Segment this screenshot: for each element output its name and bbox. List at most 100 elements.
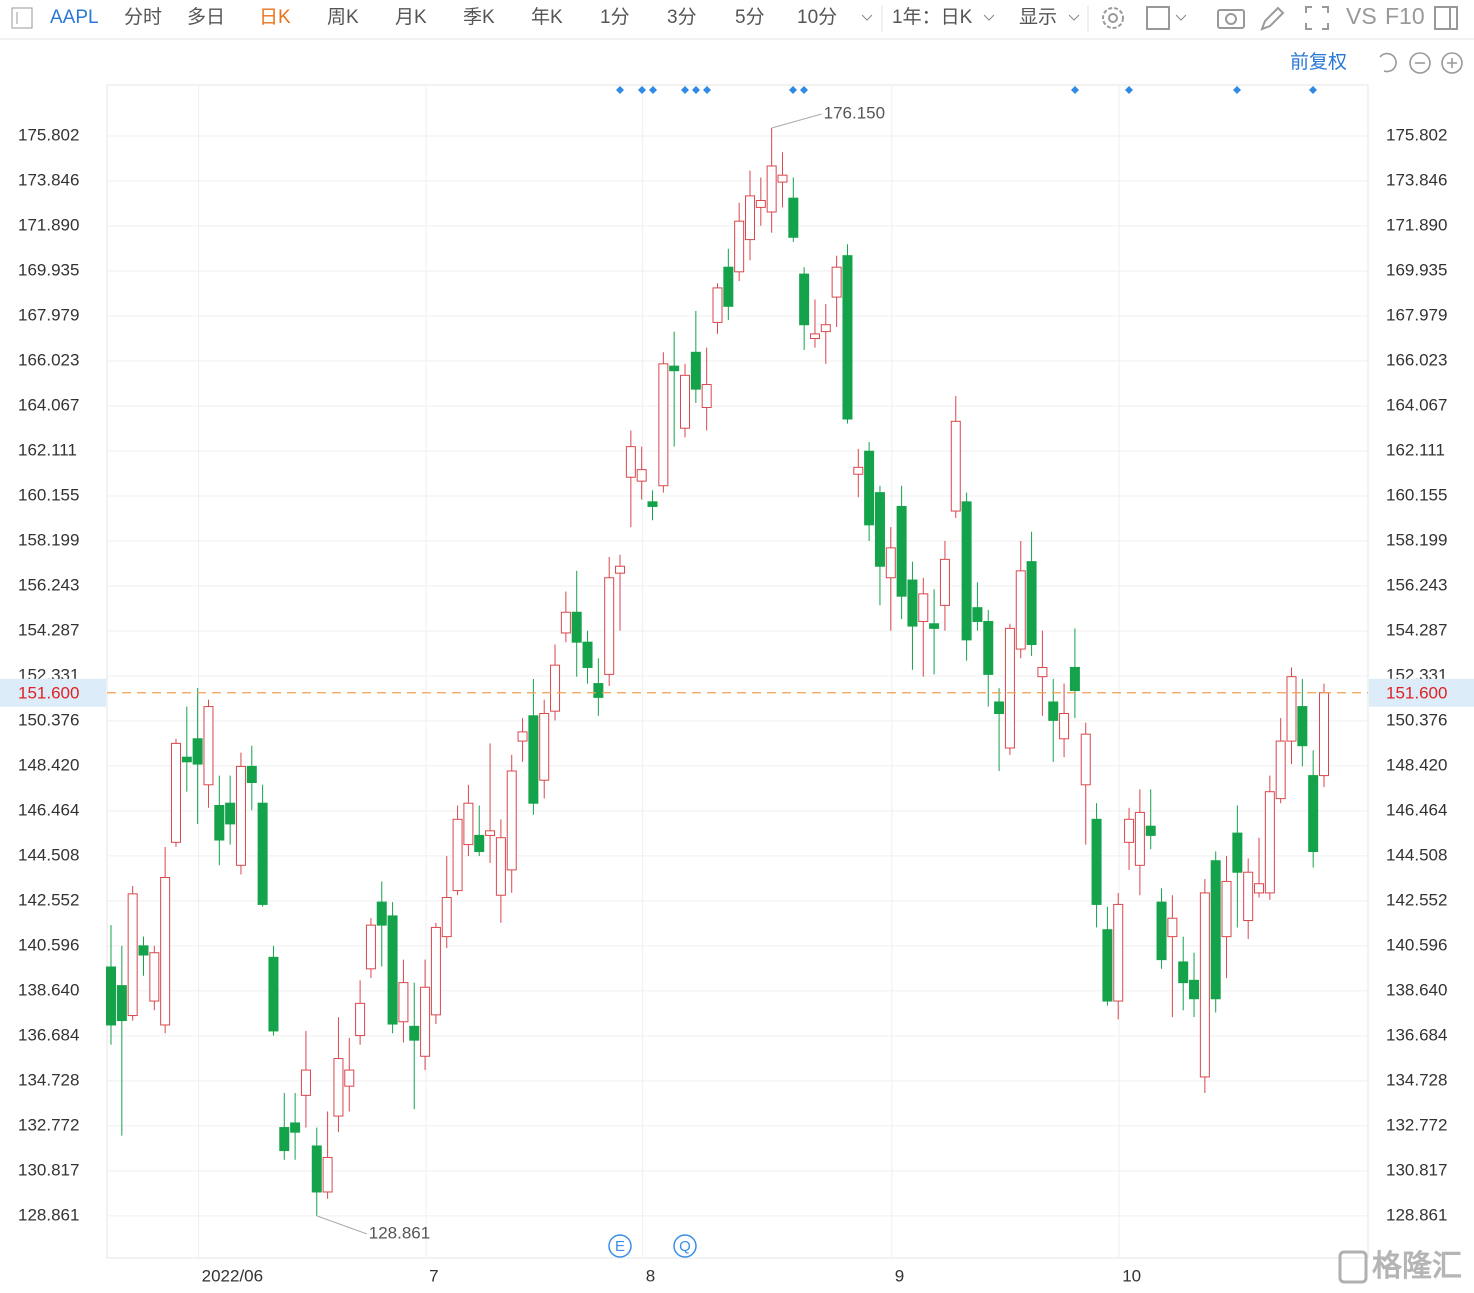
- y-tick-label: 171.890: [18, 216, 79, 235]
- y-tick-label: 138.640: [18, 980, 79, 999]
- more-periods[interactable]: 10分: [797, 6, 837, 28]
- y-tick-label: 144.508: [18, 845, 79, 864]
- candle-body: [1286, 676, 1297, 742]
- candle-body: [550, 664, 561, 712]
- y-tick-label: 146.464: [18, 800, 79, 819]
- candle-body: [517, 731, 528, 742]
- candle-body: [246, 765, 257, 783]
- zoom-out[interactable]: [1409, 52, 1431, 74]
- candle-body: [820, 324, 831, 333]
- period-tab[interactable]: 5分: [735, 6, 765, 28]
- annotation-label: 176.150: [824, 104, 885, 123]
- x-tick-label: 9: [895, 1266, 904, 1285]
- last-price-label: 151.600: [18, 683, 79, 702]
- period-tab[interactable]: 年K: [531, 6, 563, 28]
- period-tab[interactable]: 日K: [259, 7, 291, 28]
- last-price-box: [0, 678, 106, 707]
- candle-body: [506, 770, 517, 871]
- y-tick-label-right: 144.508: [1386, 845, 1447, 864]
- layout-icon[interactable]: [1146, 6, 1170, 30]
- candle-body: [203, 706, 214, 786]
- y-tick-label-right: 169.935: [1386, 260, 1447, 279]
- compare[interactable]: VS: [1346, 3, 1377, 29]
- candle-body: [593, 683, 604, 698]
- candle-body: [1221, 880, 1232, 938]
- period-tab[interactable]: 周K: [327, 7, 359, 28]
- candle-body: [1037, 666, 1048, 678]
- period-tab[interactable]: 1分: [600, 6, 630, 28]
- panel-icon[interactable]: [1434, 6, 1458, 30]
- draw-icon[interactable]: [1260, 6, 1285, 31]
- candle-body: [625, 446, 636, 478]
- candle-body: [582, 641, 593, 668]
- candle-body: [1254, 883, 1265, 894]
- candle-body: [300, 1069, 311, 1096]
- candle-body: [788, 197, 799, 238]
- candle-body: [604, 577, 615, 675]
- candle-body: [723, 266, 734, 307]
- y-tick-label: 156.243: [18, 575, 79, 594]
- period-tab[interactable]: 月K: [395, 7, 427, 28]
- y-tick-label-right: 128.861: [1386, 1205, 1447, 1224]
- event-icon[interactable]: [608, 1234, 632, 1258]
- candle-body: [268, 956, 279, 1032]
- undo-icon[interactable]: [1379, 52, 1397, 73]
- candle-body: [1091, 818, 1102, 905]
- zoom-in[interactable]: [1441, 52, 1463, 74]
- f10[interactable]: F10: [1385, 3, 1425, 29]
- candle-body: [430, 926, 441, 1016]
- y-tick-label: 150.376: [18, 710, 79, 729]
- candle-body: [225, 802, 236, 825]
- candle-body: [1297, 706, 1308, 747]
- candle-body: [116, 985, 127, 1022]
- plot-frame: [106, 84, 1369, 1259]
- candle-body: [701, 384, 712, 409]
- candle-body: [1243, 871, 1254, 922]
- candle-body: [1048, 701, 1059, 721]
- event-marker: [703, 86, 711, 94]
- fullscreen-icon[interactable]: [1305, 6, 1329, 30]
- period-tab[interactable]: 季K: [463, 6, 495, 28]
- y-tick-label: 154.287: [18, 620, 79, 639]
- candle-body: [1167, 917, 1178, 938]
- candle-body: [1156, 901, 1167, 961]
- event-icon[interactable]: [673, 1234, 697, 1258]
- period-tab[interactable]: 分时: [124, 6, 162, 28]
- period-tab[interactable]: 多日: [187, 6, 225, 28]
- sidebar-toggle[interactable]: [11, 7, 33, 29]
- event-marker: [616, 86, 624, 94]
- display-menu[interactable]: 显示: [1019, 7, 1057, 28]
- candle-body: [1124, 818, 1135, 843]
- symbol[interactable]: AAPL: [50, 7, 99, 28]
- event-marker: [1125, 86, 1133, 94]
- camera-icon[interactable]: [1217, 9, 1245, 29]
- candle-body: [106, 966, 116, 1026]
- candle-body: [636, 469, 647, 482]
- period-tab[interactable]: 3分: [667, 6, 697, 28]
- candle-body: [766, 165, 777, 213]
- y-tick-label-right: 130.817: [1386, 1160, 1447, 1179]
- candle-body: [355, 1002, 366, 1037]
- y-tick-label-right: 154.287: [1386, 620, 1447, 639]
- settings-icon[interactable]: [1102, 7, 1124, 29]
- y-tick-label-right: 146.464: [1386, 800, 1447, 819]
- candle-body: [961, 501, 972, 641]
- candle-body: [1069, 666, 1080, 691]
- candle-body: [441, 897, 452, 938]
- candle-body: [1113, 903, 1124, 1002]
- y-tick-label-right: 175.802: [1386, 126, 1447, 145]
- candle-body: [1145, 825, 1156, 836]
- y-tick-label-right: 138.640: [1386, 980, 1447, 999]
- candle-body: [311, 1145, 322, 1193]
- candle-body: [1319, 692, 1329, 777]
- candle-body: [755, 199, 766, 208]
- annotation-label: 128.861: [369, 1223, 430, 1242]
- adjust-mode[interactable]: 前复权: [1290, 51, 1347, 73]
- candle-body: [485, 830, 496, 836]
- range-select[interactable]: 1年：日K: [892, 6, 973, 28]
- candle-body: [1015, 570, 1026, 650]
- y-tick-label-right: 173.846: [1386, 171, 1447, 190]
- event-marker: [1233, 86, 1241, 94]
- event-marker: [800, 86, 808, 94]
